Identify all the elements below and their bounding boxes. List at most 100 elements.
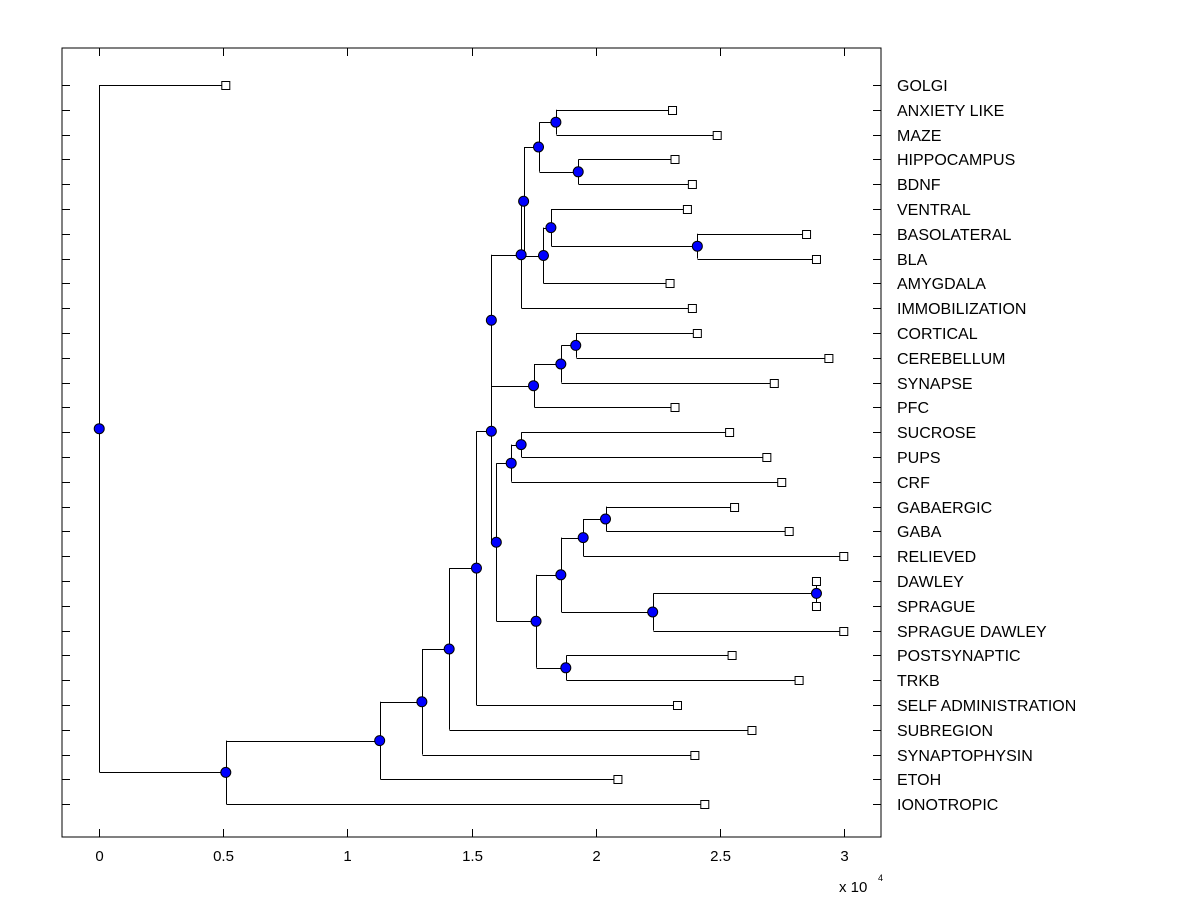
node-marker-n_baso_bla <box>691 240 703 252</box>
x-tick-label: 0 <box>95 848 103 865</box>
node-marker-n_gaba <box>600 513 612 525</box>
leaf-marker-immobilization <box>687 304 697 313</box>
x-axis-ticks: 0 0.5 1 1.5 2 2.5 3 <box>95 48 849 865</box>
leaf-label-immobilization: IMMOBILIZATION <box>897 301 1026 318</box>
leaf-label-maze: MAZE <box>897 128 941 145</box>
x-multiplier-exponent: 4 <box>878 873 883 883</box>
plot-area <box>61 47 882 838</box>
leaf-marker-trkb <box>794 676 804 685</box>
leaf-marker-relieved <box>839 552 849 561</box>
x-tick-label: 1.5 <box>462 848 483 865</box>
leaf-label-golgi: GOLGI <box>897 78 948 95</box>
x-tick-label: 2 <box>592 848 600 865</box>
leaf-label-postsynaptic: POSTSYNAPTIC <box>897 648 1021 665</box>
node-marker-n_etoh <box>374 735 386 747</box>
leaf-label-pfc: PFC <box>897 400 929 417</box>
leaf-label-ventral: VENTRAL <box>897 202 971 219</box>
x-tick-label: 1 <box>343 848 351 865</box>
leaf-label-subregion: SUBREGION <box>897 723 993 740</box>
leaf-marker-postsynaptic <box>727 651 737 660</box>
leaf-label-gabaergic: GABAERGIC <box>897 500 992 517</box>
leaf-marker-sprague <box>811 602 821 611</box>
leaf-marker-golgi <box>221 81 231 90</box>
node-marker-n_suc_pups <box>515 439 527 451</box>
leaf-label-sprague-dawley: SPRAGUE DAWLEY <box>897 624 1047 641</box>
node-marker-n_post_trkb <box>560 662 572 674</box>
leaf-marker-dawley <box>811 577 821 586</box>
leaf-label-sucrose: SUCROSE <box>897 425 976 442</box>
leaf-marker-hippocampus <box>670 155 680 164</box>
leaf-marker-bla <box>811 255 821 264</box>
leaf-marker-gaba <box>784 527 794 536</box>
x-multiplier-label: x 10 <box>839 879 867 896</box>
x-tick-label: 0.5 <box>213 848 234 865</box>
x-tick-label: 3 <box>840 848 848 865</box>
node-marker-n_ventral <box>545 222 557 234</box>
leaf-labels: GOLGI ANXIETY LIKE MAZE HIPPOCAMPUS BDNF VENT… <box>897 78 1076 814</box>
leaf-label-cerebellum: CEREBELLUM <box>897 351 1005 368</box>
leaf-marker-amygdala <box>665 279 675 288</box>
node-marker-n_middle <box>490 536 502 548</box>
node-marker-n_spr_daw <box>647 606 659 618</box>
leaf-label-etoh: ETOH <box>897 772 941 789</box>
x-tick-label: 2.5 <box>710 848 731 865</box>
node-marker-n_main <box>485 425 497 437</box>
node-marker-n_pfc <box>528 380 540 392</box>
leaf-label-dawley: DAWLEY <box>897 574 964 591</box>
node-marker-n_hip_bdnf <box>572 166 584 178</box>
leaf-marker-gabaergic <box>730 503 740 512</box>
node-marker-n_amyg <box>537 250 549 261</box>
node-marker-n_synaptophysin <box>416 696 428 708</box>
leaf-marker-ventral <box>682 205 692 214</box>
leaf-label-relieved: RELIEVED <box>897 549 976 566</box>
node-marker-n_selfadmin <box>470 562 482 574</box>
leaf-label-anxiety-like: ANXIETY LIKE <box>897 103 1004 120</box>
node-marker-n_crf <box>505 457 517 469</box>
leaf-marker-sucrose <box>725 428 735 437</box>
leaf-marker-cortical <box>692 329 702 338</box>
node-marker-n_daw_spr <box>810 587 822 599</box>
leaf-marker-etoh <box>613 775 623 784</box>
leaf-label-amygdala: AMYGDALA <box>897 276 986 293</box>
leaf-label-bdnf: BDNF <box>897 177 941 194</box>
node-marker-n_subregion <box>443 643 455 655</box>
node-marker-n_immob <box>515 249 527 261</box>
node-marker-n_top8 <box>518 195 530 207</box>
leaf-marker-basolateral <box>802 230 812 239</box>
leaf-label-synapse: SYNAPSE <box>897 376 973 393</box>
leaf-label-synaptophysin: SYNAPTOPHYSIN <box>897 748 1033 765</box>
leaf-label-gaba: GABA <box>897 524 942 541</box>
leaf-marker-anxiety-like <box>668 106 678 115</box>
leaf-marker-crf <box>777 478 787 487</box>
node-marker-n_ionotropic <box>220 766 232 778</box>
node-marker-n_top4 <box>533 141 545 153</box>
leaf-label-ionotropic: IONOTROPIC <box>897 797 998 814</box>
node-marker-n_root <box>93 423 105 435</box>
leaf-marker-ionotropic <box>700 800 710 809</box>
leaf-label-sprague: SPRAGUE <box>897 599 975 616</box>
leaf-marker-subregion <box>747 726 757 735</box>
leaf-label-cortical: CORTICAL <box>897 326 978 343</box>
y-axis-ticks <box>62 85 881 805</box>
node-marker-n_mid5 <box>555 569 567 581</box>
node-marker-n_cort_cereb <box>570 339 582 351</box>
leaf-marker-pups <box>762 453 772 462</box>
leaf-label-crf: CRF <box>897 475 930 492</box>
leaf-label-trkb: TRKB <box>897 673 940 690</box>
node-marker-n_lower7 <box>530 615 542 627</box>
node-marker-n_synapse <box>555 358 567 370</box>
node-marker-n_upper <box>485 314 497 326</box>
leaf-marker-bdnf <box>687 180 697 189</box>
leaf-label-basolateral: BASOLATERAL <box>897 227 1012 244</box>
leaf-marker-cerebellum <box>824 354 834 363</box>
leaf-marker-sprague-dawley <box>839 627 849 636</box>
leaf-label-pups: PUPS <box>897 450 941 467</box>
leaf-label-bla: BLA <box>897 252 928 269</box>
node-marker-n_relieved <box>577 532 589 544</box>
leaf-label-self-administration: SELF ADMINISTRATION <box>897 698 1076 715</box>
leaf-label-hippocampus: HIPPOCAMPUS <box>897 152 1015 169</box>
leaf-marker-pfc <box>670 403 680 412</box>
leaf-marker-self-administration <box>672 701 682 710</box>
leaf-marker-maze <box>712 131 722 140</box>
